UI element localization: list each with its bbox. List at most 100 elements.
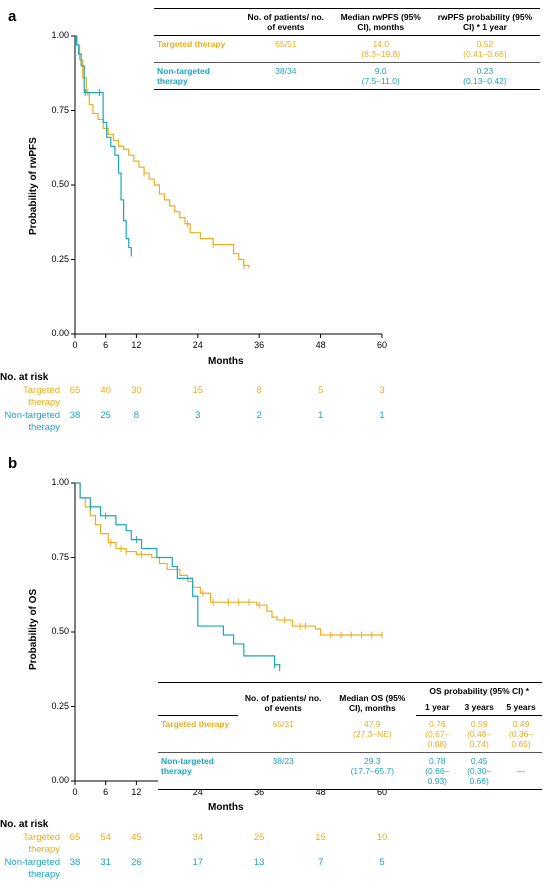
- cell-ci: (0.13–0.42): [463, 76, 506, 86]
- risk-value-targeted: 8: [244, 385, 274, 396]
- cell-ci: (0.36–0.65): [509, 729, 533, 749]
- table-b-header-patients: No. of patients/ no. of events: [238, 683, 328, 716]
- x-axis-label-b: Months: [208, 802, 244, 813]
- cell: 38/23: [273, 756, 294, 766]
- cell-ci: (0.41–0.66): [463, 49, 506, 59]
- table-a-group-targeted: Targeted therapy: [154, 36, 240, 63]
- risk-value-targeted: 10: [367, 832, 397, 843]
- cell-ci: (7.5–11.0): [362, 76, 400, 86]
- table-b-group-nontargeted: Non-targeted therapy: [158, 753, 238, 790]
- cell: 0.78: [429, 756, 446, 766]
- risk-value-nontargeted: 17: [183, 857, 213, 868]
- km-curve-targeted: [75, 483, 382, 635]
- y-tick-label: 0.00: [37, 775, 69, 785]
- risk-value-targeted: 34: [183, 832, 213, 843]
- cell: 38/34: [275, 66, 296, 76]
- y-tick-label: 0.50: [37, 179, 69, 189]
- x-tick-label: 60: [372, 340, 392, 350]
- cell: 65/31: [273, 719, 294, 729]
- x-tick-label: 0: [65, 787, 85, 797]
- cell-ci: (0.30–0.66): [467, 766, 491, 786]
- table-a-header-patients: No. of patients/ no. of events: [240, 9, 332, 36]
- x-tick-label: 36: [249, 340, 269, 350]
- table-b-group-header: OS probability (95% CI) *: [416, 683, 542, 700]
- table-b-header-1y: 1 year: [416, 699, 458, 716]
- cell: 29.3: [364, 756, 381, 766]
- panel-letter-b: b: [8, 455, 17, 472]
- cell: 9.0: [375, 66, 387, 76]
- risk-value-targeted: 65: [60, 385, 90, 396]
- risk-title-a: No. at risk: [0, 372, 48, 383]
- risk-value-targeted: 30: [121, 385, 151, 396]
- table-b-header-median: Median OS (95% CI), months: [328, 683, 416, 716]
- risk-value-nontargeted: 26: [121, 857, 151, 868]
- y-tick-label: 0.75: [37, 105, 69, 115]
- table-a-row-targeted: Targeted therapy 65/51 14.0 (8.3–19.8) 0.…: [154, 36, 540, 63]
- cell: —: [517, 766, 526, 776]
- km-curve-nontargeted: [75, 483, 280, 668]
- risk-value-nontargeted: 1: [367, 410, 397, 421]
- risk-value-targeted: 3: [367, 385, 397, 396]
- cell: 0.49: [513, 719, 530, 729]
- risk-label-targeted-b: Targeted therapy: [0, 832, 60, 856]
- summary-table-a: No. of patients/ no. of events Median rw…: [154, 8, 540, 90]
- y-tick-label: 0.75: [37, 552, 69, 562]
- table-b-row-nontargeted: Non-targeted therapy 38/23 29.3 (17.7–65.…: [158, 753, 542, 790]
- x-axis-label-a: Months: [208, 356, 244, 367]
- risk-label-targeted-a: Targeted therapy: [0, 385, 60, 409]
- risk-label-nontargeted-a: Non-targeted therapy: [0, 410, 60, 434]
- risk-value-targeted: 5: [306, 385, 336, 396]
- risk-value-targeted: 15: [306, 832, 336, 843]
- cell: 14.0: [372, 39, 389, 49]
- risk-value-nontargeted: 7: [306, 857, 336, 868]
- risk-value-nontargeted: 3: [183, 410, 213, 421]
- risk-title-b: No. at risk: [0, 819, 48, 830]
- x-tick-label: 24: [188, 340, 208, 350]
- x-tick-label: 48: [311, 340, 331, 350]
- cell: 65/51: [275, 39, 296, 49]
- risk-value-targeted: 45: [121, 832, 151, 843]
- table-b-header-3y: 3 years: [458, 699, 500, 716]
- cell-ci: (27.3–NE): [353, 729, 392, 739]
- table-b-group-targeted: Targeted therapy: [158, 716, 238, 753]
- x-tick-label: 6: [96, 340, 116, 350]
- risk-value-nontargeted: 8: [121, 410, 151, 421]
- y-tick-label: 1.00: [37, 477, 69, 487]
- cell: 0.52: [477, 39, 494, 49]
- cell-ci: (0.67–0.88): [425, 729, 449, 749]
- risk-value-nontargeted: 25: [91, 410, 121, 421]
- risk-value-nontargeted: 38: [60, 410, 90, 421]
- risk-value-nontargeted: 2: [244, 410, 274, 421]
- x-tick-label: 0: [65, 340, 85, 350]
- cell: 0.23: [477, 66, 494, 76]
- risk-value-targeted: 54: [91, 832, 121, 843]
- cell-ci: (0.48–0.74): [467, 729, 491, 749]
- y-tick-label: 0.25: [37, 701, 69, 711]
- summary-table-b: No. of patients/ no. of events Median OS…: [158, 682, 542, 790]
- risk-value-targeted: 65: [60, 832, 90, 843]
- cell: 0.45: [471, 756, 488, 766]
- cell: 0.59: [471, 719, 488, 729]
- y-tick-label: 0.25: [37, 254, 69, 264]
- risk-value-nontargeted: 38: [60, 857, 90, 868]
- risk-value-targeted: 15: [183, 385, 213, 396]
- cell-ci: (17.7–65.7): [351, 766, 394, 776]
- y-tick-label: 0.00: [37, 328, 69, 338]
- table-a-group-nontargeted: Non-targeted therapy: [154, 63, 240, 90]
- risk-value-nontargeted: 1: [306, 410, 336, 421]
- panel-letter-a: a: [8, 8, 16, 25]
- cell-ci: (0.66–0.93): [425, 766, 449, 786]
- risk-value-nontargeted: 13: [244, 857, 274, 868]
- x-tick-label: 12: [126, 787, 146, 797]
- table-b-header-5y: 5 years: [500, 699, 542, 716]
- table-b-row-targeted: Targeted therapy 65/31 47.9 (27.3–NE) 0.7…: [158, 716, 542, 753]
- table-a-header-prob: rwPFS probability (95% CI) * 1 year: [430, 9, 540, 36]
- table-a-row-nontargeted: Non-targeted therapy 38/34 9.0 (7.5–11.0)…: [154, 63, 540, 90]
- risk-value-targeted: 25: [244, 832, 274, 843]
- risk-value-nontargeted: 5: [367, 857, 397, 868]
- risk-value-targeted: 40: [91, 385, 121, 396]
- y-tick-label: 0.50: [37, 626, 69, 636]
- cell: 0.76: [429, 719, 446, 729]
- risk-value-nontargeted: 31: [91, 857, 121, 868]
- y-tick-label: 1.00: [37, 30, 69, 40]
